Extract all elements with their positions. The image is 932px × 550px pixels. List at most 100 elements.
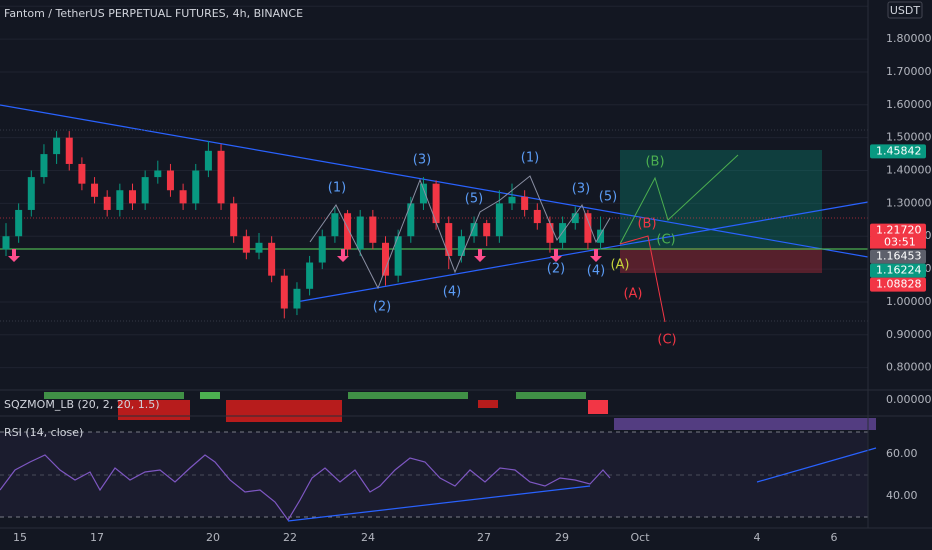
- time-label: Oct: [630, 531, 650, 544]
- price-badge: [870, 249, 926, 264]
- candle-body: [103, 196, 111, 210]
- rsi-tick-label: 60.00: [886, 447, 918, 460]
- squeeze-bars: [118, 400, 190, 420]
- candle-body: [584, 213, 592, 243]
- wave-label: (4): [587, 264, 605, 279]
- arrow: [550, 249, 562, 262]
- wave-label: (3): [572, 182, 590, 197]
- price-axis: 1.80000 1.70000 1.60000 1.50000 1.40000 1.300…: [870, 32, 932, 502]
- price-tick-label: 0.80000: [886, 361, 932, 374]
- candle-body: [407, 203, 415, 237]
- candle-body: [521, 196, 529, 210]
- squeeze-bars: [588, 400, 608, 414]
- wave-label: (2): [547, 262, 565, 277]
- price-badge: [870, 144, 926, 159]
- candle-body: [91, 183, 99, 197]
- price-tick-label: 1.40000: [886, 164, 932, 177]
- rsi-line: [0, 454, 611, 522]
- bull-path: [619, 154, 739, 245]
- price-tick-label: 1.70000: [886, 65, 932, 78]
- time-label: 24: [361, 531, 375, 544]
- candle-body: [116, 190, 124, 210]
- candle-body: [255, 242, 263, 253]
- candle-body: [129, 190, 136, 204]
- countdown-badge: [870, 236, 926, 249]
- price-badge-label: 1.16453: [876, 250, 922, 263]
- arrow: [474, 249, 486, 262]
- candle-body: [597, 229, 605, 243]
- price-tick-label: 1.00000: [886, 295, 932, 308]
- candle-body: [419, 183, 427, 204]
- wave-zigzag: [309, 175, 611, 290]
- candle-body: [192, 170, 200, 204]
- candle-body: [141, 177, 149, 204]
- candle-body: [78, 163, 86, 184]
- candle-body: [65, 137, 73, 164]
- candle-body: [53, 137, 61, 155]
- squeeze-tick: 0.00000: [886, 393, 932, 406]
- wave-label: (A): [623, 287, 642, 302]
- price-badge-label: 1.16224: [876, 264, 922, 277]
- candle-body: [242, 236, 250, 253]
- candle-body: [331, 213, 339, 237]
- candle-body: [369, 216, 377, 243]
- candle-body: [470, 223, 478, 237]
- candle-body: [230, 203, 238, 237]
- candle-body: [2, 236, 10, 250]
- candle-body: [15, 209, 23, 237]
- candle-body: [457, 236, 465, 256]
- arrow: [8, 249, 20, 262]
- squeeze-histogram: [44, 392, 608, 422]
- squeeze-bars: [516, 392, 586, 399]
- candle-body: [508, 196, 516, 204]
- squeeze-bars: [478, 400, 498, 408]
- wave-label: (C): [656, 233, 675, 248]
- time-axis: 15 17 20 22 24 27 29 Oct 4 6: [13, 531, 838, 544]
- countdown: 03:51: [884, 236, 916, 249]
- squeeze-bars: [226, 400, 342, 422]
- candle-body: [280, 275, 288, 309]
- candle-body: [571, 213, 579, 224]
- squeeze-name: SQZMOM_LB (20, 2, 20, 1.5): [4, 398, 160, 411]
- wave-label: (5): [599, 190, 617, 205]
- candle-body: [356, 216, 364, 250]
- candle-body: [40, 154, 48, 178]
- price-badge: [870, 223, 926, 238]
- rsi-name: RSI (14, close): [4, 426, 83, 439]
- chart-title: Fantom / TetherUS PERPETUAL FUTURES, 4h,…: [4, 7, 303, 20]
- squeeze-bars: [44, 392, 184, 399]
- price-tick-label: 0.90000: [886, 328, 932, 341]
- wave-label: (4): [443, 285, 461, 300]
- wave-label: (5): [465, 192, 483, 207]
- candle-body: [533, 209, 541, 224]
- rsi-trendline: [287, 485, 591, 522]
- currency: USDT: [890, 4, 921, 17]
- candle-body: [445, 223, 453, 256]
- candle-body: [495, 203, 503, 237]
- price-tick-label: 1.30000: [886, 196, 932, 209]
- arrow: [337, 249, 349, 262]
- candle-body: [483, 223, 491, 237]
- time-label: 29: [555, 531, 569, 544]
- price-tick-label: 1.50000: [886, 131, 932, 144]
- squeeze-bars: [348, 392, 468, 399]
- candle-body: [268, 242, 276, 276]
- time-label: 15: [13, 531, 27, 544]
- wave-label: (1): [328, 181, 346, 196]
- rsi-tick-label: 40.00: [886, 489, 918, 502]
- bear-path: [619, 235, 666, 323]
- squeeze-band: [614, 418, 876, 430]
- signal-arrows: [8, 249, 602, 262]
- candles: [2, 131, 605, 319]
- time-label: 4: [754, 531, 761, 544]
- price-badge-label: 1.21720: [876, 224, 922, 237]
- wave-label: (C): [657, 333, 676, 348]
- price-tick-label: 1.80000: [886, 32, 932, 45]
- wave-label: (B): [637, 217, 656, 232]
- candle-body: [546, 223, 554, 243]
- candle-body: [394, 236, 402, 276]
- wave-label: (A): [610, 258, 629, 273]
- price-badge: [870, 263, 926, 278]
